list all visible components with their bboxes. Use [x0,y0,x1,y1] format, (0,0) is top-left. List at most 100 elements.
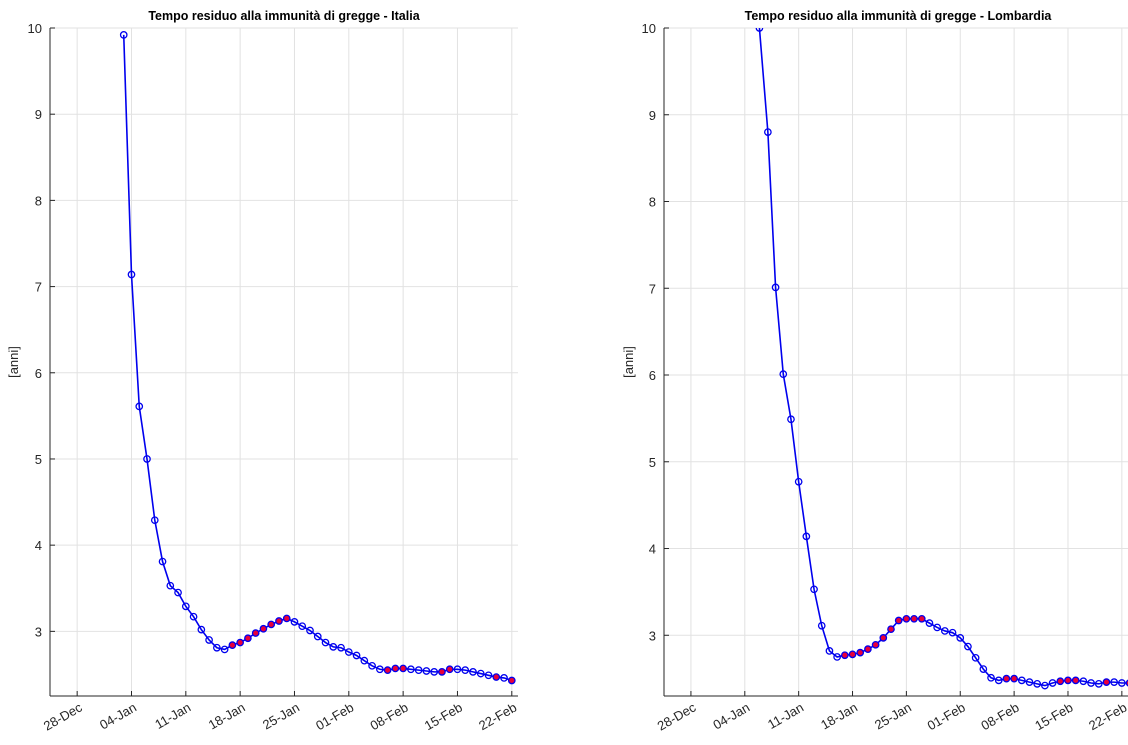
data-point [368,661,376,670]
data-point [971,653,980,662]
data-point [313,632,322,641]
data-point-highlighted [1002,674,1011,683]
data-point [779,370,788,378]
data-point [941,627,949,635]
data-point [158,557,167,566]
x-tick-label: 22-Feb [476,700,519,734]
data-point-highlighted [1102,678,1111,686]
data-point [344,648,353,656]
series-group [119,31,516,685]
data-point [430,668,439,676]
x-tick-label: 11-Jan [765,700,806,732]
data-point [205,636,213,644]
data-point [1048,679,1057,687]
data-point [1041,681,1049,690]
data-point-highlighted [228,641,237,650]
data-point-highlighted [445,665,454,674]
data-point [352,651,361,660]
data-point [127,270,136,279]
x-tick-label: 01-Feb [313,700,356,734]
data-point-highlighted [917,614,926,623]
data-point-highlighted [840,651,849,660]
chart-italia: 3 4 5 6 7 8 9 10 28-Dec 04-Jan 11-Jan 18-Jan 25-Jan… [6,9,519,734]
plot-area [664,28,1128,696]
data-point [794,477,803,486]
x-tick-label: 08-Feb [367,700,410,734]
data-point [298,622,307,631]
grid-lines [50,27,518,696]
data-point [484,671,493,680]
data-point [306,626,314,635]
data-point [476,669,485,678]
y-tick-label: 10 [28,21,42,36]
data-point-highlighted [251,629,260,637]
y-tick-label: 6 [35,366,42,381]
data-point [771,283,780,292]
data-point [150,516,159,525]
data-point-highlighted [879,634,888,642]
data-point-highlighted [1056,677,1065,686]
data-point [825,647,834,655]
data-point [453,665,462,674]
x-tick-label: 22-Feb [1086,700,1128,734]
data-point [189,612,198,621]
y-tick-label: 4 [649,542,656,557]
y-tick-label: 3 [649,628,656,643]
x-tick-label: 01-Feb [925,700,968,734]
data-point [329,643,338,651]
y-tick-labels: 3 4 5 6 7 8 9 10 [642,21,656,643]
data-point [810,585,818,594]
y-axis-label: [anni] [6,346,21,378]
data-point [181,602,190,611]
y-tick-label: 10 [642,21,656,36]
data-point-highlighted [848,650,857,659]
data-point [802,532,811,541]
x-tick-label: 04-Jan [97,700,139,733]
data-point [979,665,988,673]
data-point [817,621,826,630]
data-point [166,581,175,590]
grid-lines [664,27,1128,696]
x-tick-labels: 28-Dec 04-Jan 11-Jan 18-Jan 25-Jan 01-Feb 08-F… [41,699,519,733]
data-point-highlighted [282,614,291,623]
data-point-highlighted [259,624,268,633]
y-tick-label: 8 [649,195,656,210]
data-point [994,676,1003,685]
data-point [321,638,330,647]
data-point [422,667,431,675]
data-point [948,628,957,637]
data-point [755,28,764,32]
y-tick-label: 8 [35,193,42,208]
data-point-highlighted [1010,674,1018,683]
x-tick-label: 18-Jan [206,700,248,733]
x-tick-label: 15-Feb [422,700,465,734]
data-point [1087,679,1095,687]
data-point-highlighted [383,666,392,674]
data-point [461,666,470,674]
data-point [213,643,221,652]
x-tick-label: 11-Jan [152,700,193,732]
data-point-highlighted [894,616,903,625]
data-point [360,656,369,665]
data-point [964,642,972,651]
x-tick-label: 04-Jan [710,700,752,733]
y-tick-label: 7 [649,281,656,296]
y-tick-label: 9 [35,107,42,122]
data-point [1017,676,1026,685]
data-point [1110,678,1119,686]
data-point [220,645,229,654]
plot-area [50,28,518,696]
data-point [375,665,384,674]
data-point [407,665,415,674]
data-point-highlighted [507,676,516,685]
data-point-highlighted [871,640,880,649]
data-series [755,28,1128,690]
data-point [925,619,934,627]
data-point [1079,677,1088,686]
data-point [290,618,299,626]
chart-title: Tempo residuo alla immunità di gregge - … [148,9,420,23]
data-point-highlighted [910,614,918,623]
data-point [1025,678,1034,686]
data-point-highlighted [856,648,865,657]
